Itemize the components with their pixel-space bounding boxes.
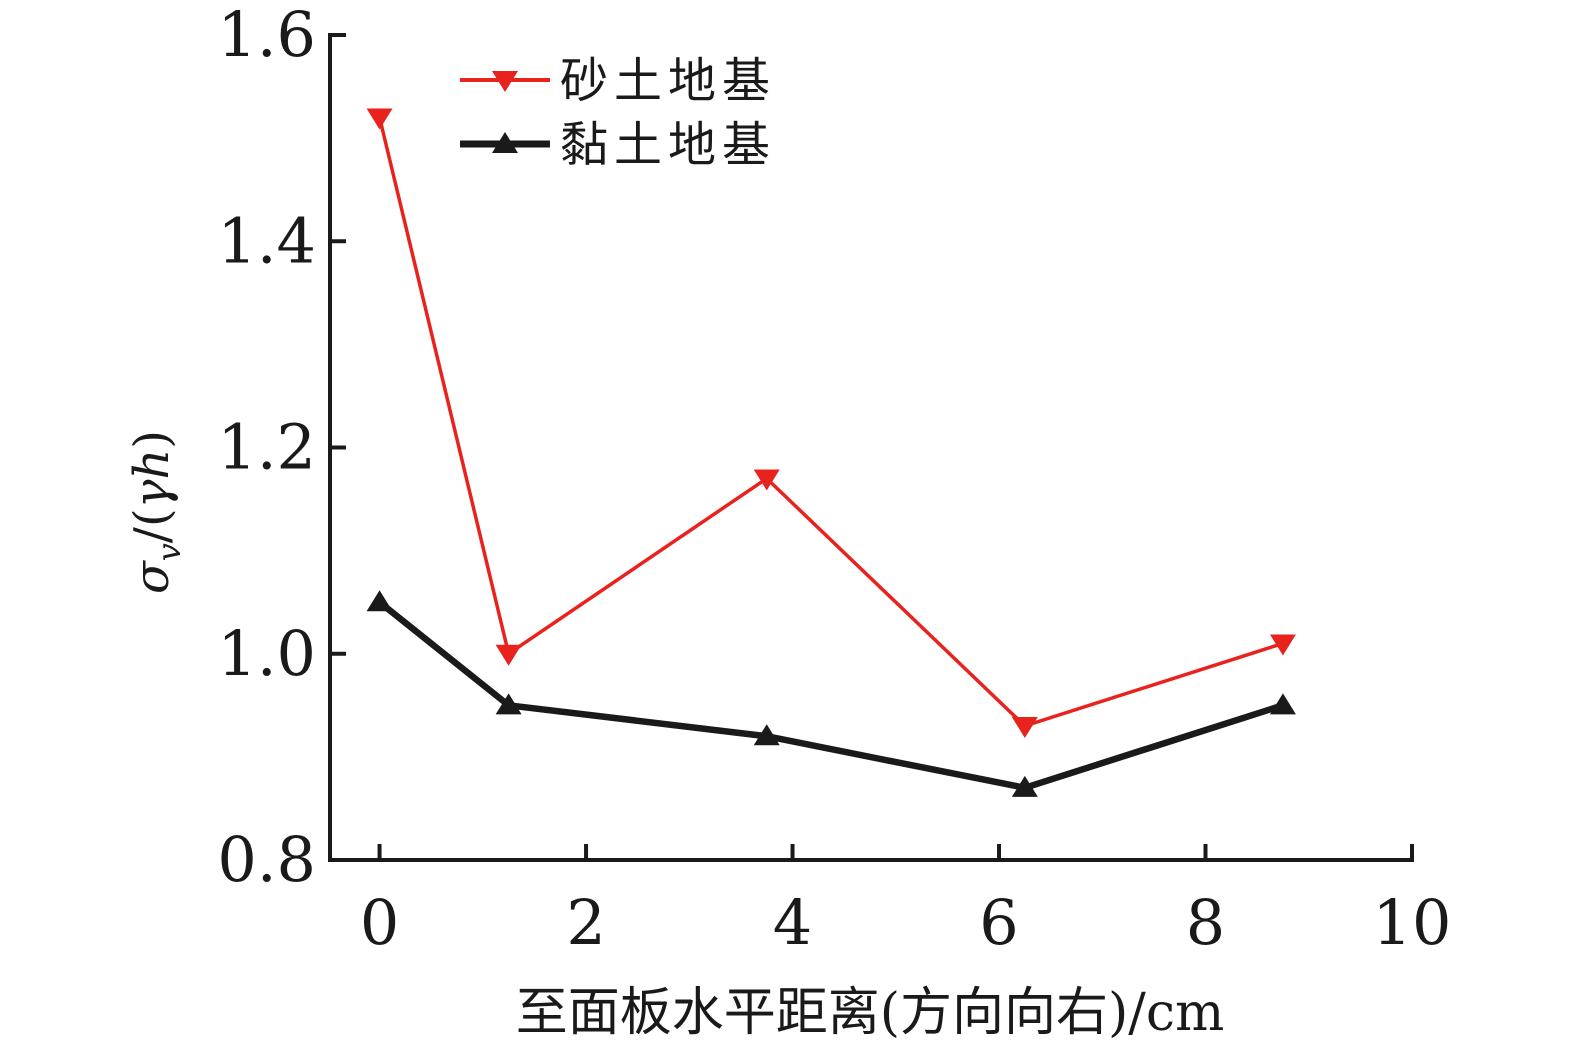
x-tick-label: 4 xyxy=(773,886,812,959)
legend-marker-clay-foundation xyxy=(492,132,518,153)
legend-label-clay-foundation: 黏土地基 xyxy=(560,117,776,173)
x-tick-label: 10 xyxy=(1373,886,1452,959)
data-marker-sand-foundation xyxy=(1011,716,1038,738)
data-marker-sand-foundation xyxy=(753,469,780,491)
y-tick-label: 1.0 xyxy=(217,617,316,690)
data-marker-clay-foundation xyxy=(753,724,780,746)
legend-item-sand-foundation: 砂土地基 xyxy=(460,53,776,109)
y-axis-title-part: ) xyxy=(124,430,180,449)
y-axis: 0.8 1.0 1.2 1.4 1.6 xyxy=(217,0,346,896)
x-tick-label: 2 xyxy=(566,886,605,959)
y-tick-label: 1.6 xyxy=(217,0,316,71)
y-tick-label: 1.4 xyxy=(217,204,316,277)
legend-marker-sand-foundation xyxy=(492,71,518,92)
series-clay-foundation xyxy=(366,590,1296,797)
x-tick-label: 6 xyxy=(979,886,1018,959)
y-axis-title: σv/(γh) xyxy=(124,430,188,594)
legend-label-sand-foundation: 砂土地基 xyxy=(560,53,776,109)
series-line-sand-foundation xyxy=(377,117,1284,728)
x-axis: 0 2 4 6 8 10 xyxy=(360,844,1452,959)
data-marker-sand-foundation xyxy=(1269,634,1296,656)
plot-axes xyxy=(328,33,1414,862)
y-axis-title-part: γh xyxy=(124,449,180,509)
x-tick-label: 8 xyxy=(1186,886,1225,959)
data-marker-clay-foundation xyxy=(1011,775,1038,797)
y-tick-label: 1.2 xyxy=(217,411,316,484)
data-marker-sand-foundation xyxy=(495,644,522,666)
x-tick-label: 0 xyxy=(360,886,399,959)
y-axis-title-part: v xyxy=(150,543,188,561)
x-axis-title: 至面板水平距离(方向向右)/cm xyxy=(516,983,1225,1043)
data-marker-clay-foundation xyxy=(495,693,522,715)
data-marker-clay-foundation xyxy=(1269,693,1296,715)
series-sand-foundation xyxy=(366,108,1296,738)
y-axis-title-part: σ xyxy=(124,560,180,594)
data-marker-sand-foundation xyxy=(366,108,393,130)
y-tick-label: 0.8 xyxy=(217,823,316,896)
series-line-clay-foundation xyxy=(377,599,1284,792)
axis-line xyxy=(328,33,1414,862)
data-marker-clay-foundation xyxy=(366,590,393,612)
y-axis-title-part: /( xyxy=(124,508,180,543)
legend-item-clay-foundation: 黏土地基 xyxy=(460,117,776,173)
